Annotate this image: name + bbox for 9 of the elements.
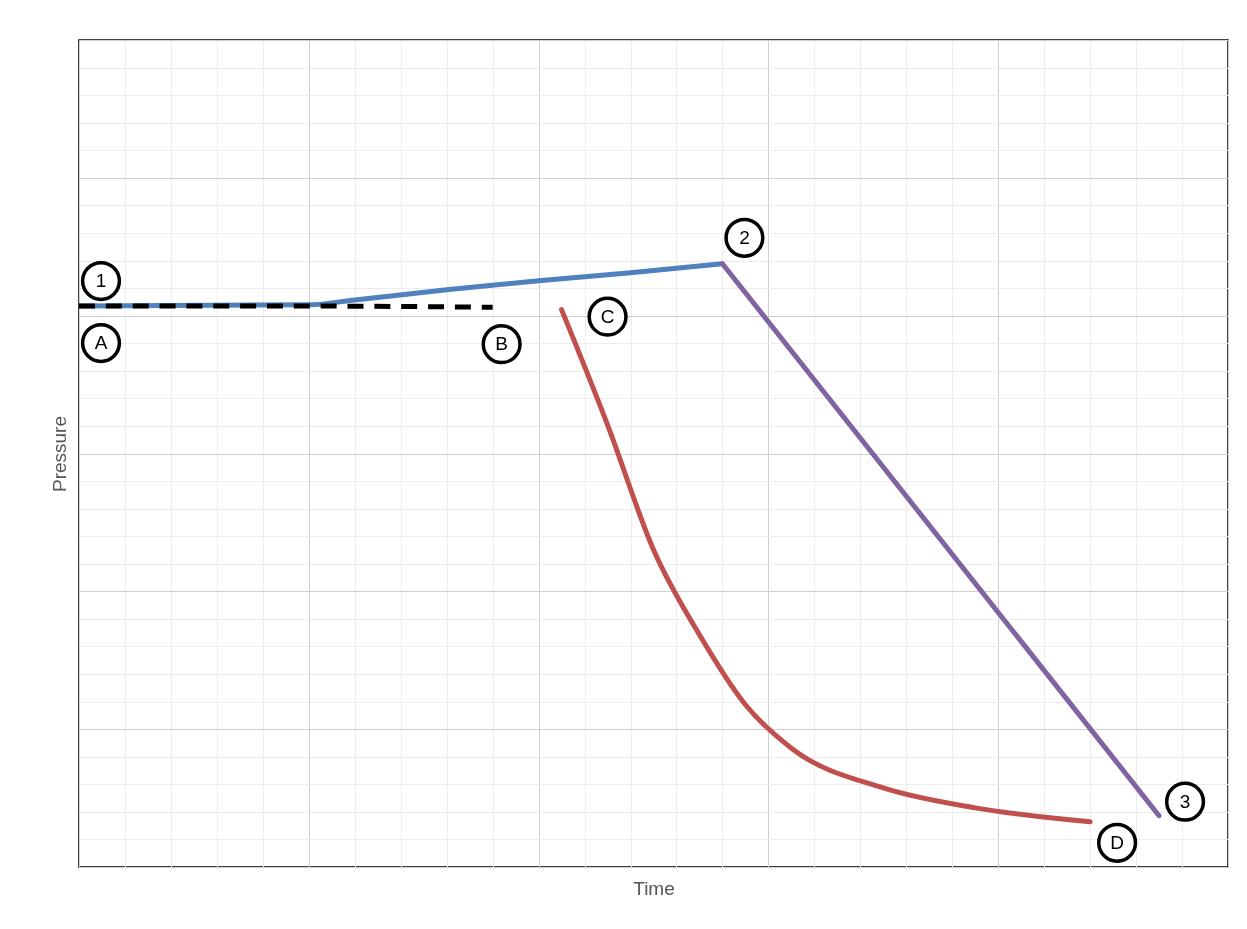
annotation: B <box>495 333 508 355</box>
text: 2 <box>739 226 750 248</box>
annotation: A <box>94 332 108 354</box>
annotation: D <box>1110 831 1124 853</box>
annotation: 3 <box>1179 790 1191 812</box>
y-axis-title: Pressure <box>48 415 70 493</box>
x-axis-title: Time <box>633 877 675 899</box>
annotation: 1 <box>95 270 107 292</box>
annotation: C <box>600 305 615 327</box>
